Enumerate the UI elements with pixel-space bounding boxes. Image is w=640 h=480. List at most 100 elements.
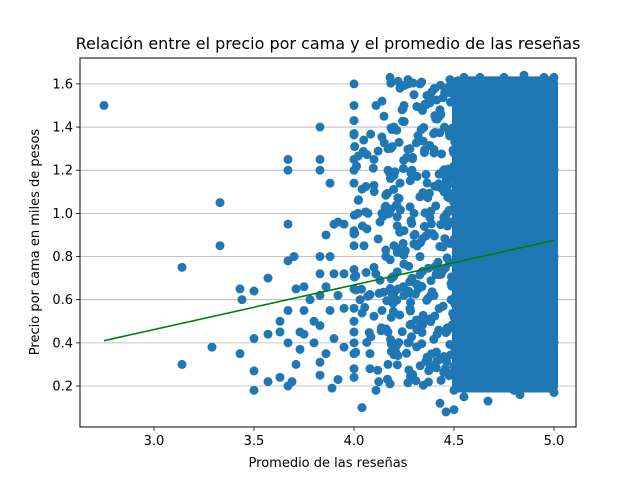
- dense-point: [398, 238, 408, 248]
- data-point: [237, 295, 247, 305]
- dense-point: [434, 304, 444, 314]
- x-tick-label: 3.5: [244, 434, 265, 449]
- y-tick-label: 1.4: [52, 121, 73, 136]
- data-point: [415, 79, 425, 89]
- dense-point: [447, 206, 457, 216]
- dense-point: [446, 217, 456, 227]
- dense-point: [432, 114, 442, 124]
- dense-point: [382, 296, 392, 306]
- dense-point: [426, 317, 436, 327]
- dense-point: [431, 347, 441, 357]
- data-point: [349, 79, 359, 89]
- data-point: [379, 111, 389, 121]
- data-point: [409, 208, 419, 218]
- data-point: [421, 170, 431, 180]
- data-point: [283, 219, 293, 229]
- data-point: [429, 148, 439, 158]
- data-point: [291, 284, 301, 294]
- dense-point: [389, 350, 399, 360]
- dense-point: [388, 307, 398, 317]
- data-point: [339, 342, 349, 352]
- dense-point: [443, 180, 453, 190]
- data-point: [359, 241, 369, 251]
- dense-point: [373, 234, 383, 244]
- dense-point: [373, 365, 383, 375]
- data-point: [449, 312, 459, 322]
- dense-point: [399, 155, 409, 165]
- dense-point: [436, 375, 446, 385]
- dense-point: [405, 176, 415, 186]
- data-point: [249, 385, 259, 395]
- data-point: [349, 165, 359, 175]
- data-point: [549, 387, 559, 397]
- dense-point: [359, 135, 369, 145]
- data-point: [321, 230, 331, 240]
- dense-point: [376, 326, 386, 336]
- dense-point: [437, 149, 447, 159]
- data-point: [389, 241, 399, 251]
- data-point: [365, 349, 375, 359]
- dense-point: [398, 164, 408, 174]
- data-point: [235, 349, 245, 359]
- data-point: [349, 129, 359, 139]
- y-tick-label: 0.6: [52, 293, 73, 308]
- data-point: [383, 144, 393, 154]
- data-point: [439, 187, 449, 197]
- data-point: [399, 100, 409, 110]
- data-point: [395, 83, 405, 93]
- data-point: [403, 75, 413, 85]
- data-point: [469, 359, 479, 369]
- data-point: [263, 273, 273, 283]
- data-point: [177, 359, 187, 369]
- data-point: [321, 282, 331, 292]
- data-point: [371, 385, 381, 395]
- dense-point: [421, 100, 431, 110]
- dense-point: [393, 193, 403, 203]
- dense-point: [403, 378, 413, 388]
- dense-point: [417, 282, 427, 292]
- dense-point: [438, 242, 448, 252]
- data-point: [339, 219, 349, 229]
- data-point: [283, 154, 293, 164]
- data-point: [389, 122, 399, 132]
- data-point: [299, 329, 309, 339]
- dense-point: [349, 272, 359, 282]
- data-point: [289, 252, 299, 262]
- data-point: [327, 383, 337, 393]
- data-point: [499, 72, 509, 82]
- dense-point: [421, 231, 431, 241]
- dense-point: [432, 95, 442, 105]
- data-point: [333, 290, 343, 300]
- dense-point: [422, 178, 432, 188]
- dense-point: [449, 361, 459, 371]
- data-point: [283, 165, 293, 175]
- dense-point: [449, 294, 459, 304]
- data-point: [435, 398, 445, 408]
- data-point: [325, 252, 335, 262]
- dense-point: [357, 308, 367, 318]
- data-point: [349, 241, 359, 251]
- dense-point: [435, 80, 445, 90]
- data-point: [333, 375, 343, 385]
- x-tick-label: 4.0: [344, 434, 365, 449]
- dense-point: [394, 137, 404, 147]
- data-point: [299, 305, 309, 315]
- data-point: [549, 72, 559, 82]
- data-point: [275, 327, 285, 337]
- dense-point: [406, 319, 416, 329]
- data-point: [425, 213, 435, 223]
- data-point: [177, 262, 187, 272]
- data-point: [349, 284, 359, 294]
- dense-point: [405, 304, 415, 314]
- data-point: [315, 357, 325, 367]
- dense-point: [412, 241, 422, 251]
- dense-point: [368, 163, 378, 173]
- data-point: [385, 72, 395, 82]
- data-point: [409, 90, 419, 100]
- dense-point: [378, 287, 388, 297]
- data-point: [377, 96, 387, 106]
- data-point: [249, 334, 259, 344]
- data-point: [329, 334, 339, 344]
- dense-cloud-core: [452, 76, 558, 393]
